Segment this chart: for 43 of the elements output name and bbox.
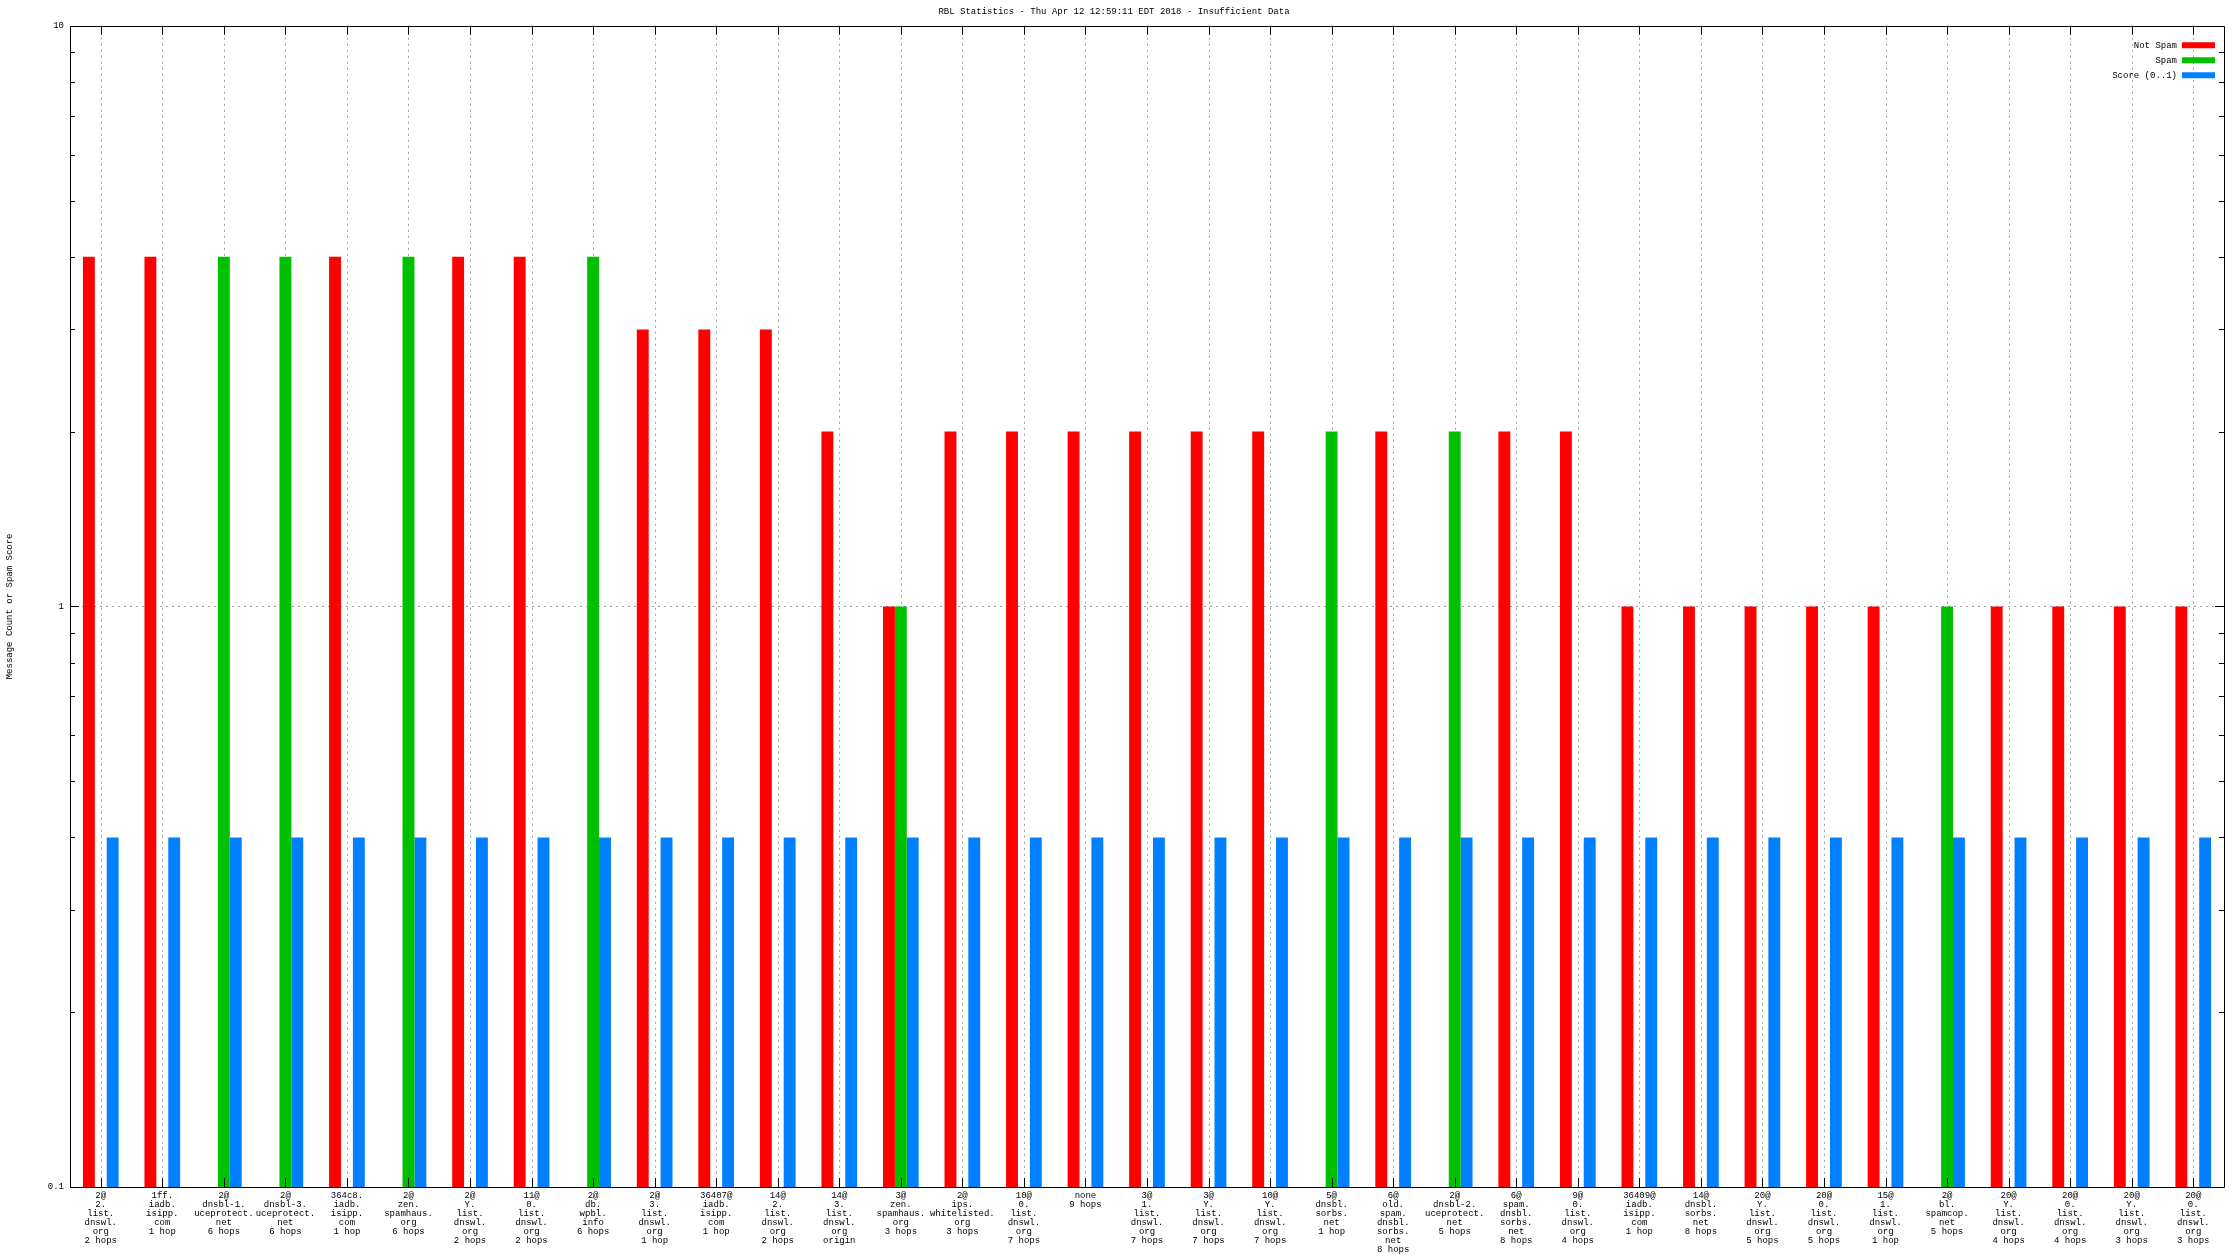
y-tick-label: 1 bbox=[58, 601, 64, 612]
x-tick-label: 3@ Y. list. dnswl. org 7 hops bbox=[1192, 1190, 1225, 1246]
x-tick-label: 9@ 0. list. dnswl. org 4 hops bbox=[1561, 1190, 1594, 1246]
chart-title: RBL Statistics - Thu Apr 12 12:59:11 EDT 2018 - Insufficient Data bbox=[938, 6, 1291, 17]
x-tick-label: 10@ 0. list. dnswl. org 7 hops bbox=[1007, 1190, 1041, 1246]
x-tick-label: 14@ 2. list. dnswl. org 2 hops bbox=[761, 1190, 794, 1246]
x-tick-label: 14@ dnsbl. sorbs. net 8 hops bbox=[1684, 1190, 1718, 1237]
x-tick-label: 2@ 3. list. dnswl. org 1 hop bbox=[638, 1190, 671, 1246]
legend-label: Spam bbox=[2155, 55, 2177, 66]
y-axis-title: Message Count or Spam Score bbox=[4, 533, 15, 680]
x-tick-label: 20@ Y. list. dnswl. org 4 hops bbox=[1992, 1190, 2025, 1246]
x-tick-label: 1ff. iadb. isipp. com 1 hop bbox=[146, 1190, 179, 1237]
x-tick-label: 2@ Y. list. dnswl. org 2 hops bbox=[453, 1190, 487, 1246]
x-tick-label: 3@ 1. list. dnswl. org 7 hops bbox=[1130, 1190, 1164, 1246]
legend-label: Not Spam bbox=[2133, 40, 2177, 51]
x-tick-label: 364c8. iadb. isipp. com 1 hop bbox=[330, 1190, 364, 1237]
x-tick-label: 2@ zen. spamhaus. org 6 hops bbox=[384, 1190, 433, 1237]
x-tick-label: none 9 hops bbox=[1069, 1190, 1102, 1210]
x-tick-label: 10@ Y. list. dnswl. org 7 hops bbox=[1253, 1190, 1287, 1246]
x-tick-label: 2@ dnsbl-3. uceprotect. net 6 hops bbox=[255, 1190, 316, 1237]
x-tick-label: 2@ 2. list. dnswl. org 2 hops bbox=[84, 1190, 117, 1246]
y-tick-label: 0.1 bbox=[47, 1182, 64, 1193]
x-tick-label: 2@ db. wpbl. info 6 hops bbox=[576, 1190, 610, 1237]
x-tick-label: 2@ bl. spamcop. net 5 hops bbox=[1925, 1190, 1969, 1237]
x-tick-label: 5@ dnsbl. sorbs. net 1 hop bbox=[1315, 1190, 1348, 1237]
x-tick-label: 20@ Y. list. dnswl. org 3 hops bbox=[2115, 1190, 2148, 1246]
x-tick-label: 2@ ips. whitelisted. org 3 hops bbox=[929, 1190, 995, 1237]
x-tick-label: 6@ old. spam. dnsbl. sorbs. net 8 hops bbox=[1376, 1190, 1410, 1255]
x-tick-label: 36409@ iadb. isipp. com 1 hop bbox=[1623, 1190, 1657, 1237]
y-tick-label: 10 bbox=[53, 21, 64, 32]
x-tick-label: 3@ zen. spamhaus. org 3 hops bbox=[876, 1190, 926, 1237]
x-tick-label: 2@ dnsbl-1. uceprotect. net 6 hops bbox=[194, 1190, 254, 1237]
x-tick-label: 20@ 0. list. dnswl. org 5 hops bbox=[1807, 1190, 1841, 1246]
x-tick-label: 15@ 1. list. dnswl. org 1 hop bbox=[1869, 1190, 1902, 1246]
x-tick-label: 6@ spam. dnsbl. sorbs. net 8 hops bbox=[1500, 1190, 1533, 1246]
x-tick-label: 20@ 0. list. dnswl. org 3 hops bbox=[2177, 1190, 2210, 1246]
x-tick-label: 2@ dnsbl-2. uceprotect. net 5 hops bbox=[1425, 1190, 1485, 1237]
x-tick-label: 36407@ iadb. isipp. com 1 hop bbox=[700, 1190, 733, 1237]
x-tick-label: 20@ 0. list. dnswl. org 4 hops bbox=[2053, 1190, 2087, 1246]
x-tick-label: 11@ 0. list. dnswl. org 2 hops bbox=[515, 1190, 548, 1246]
x-tick-label: 20@ Y. list. dnswl. org 5 hops bbox=[1746, 1190, 1779, 1246]
x-tick-label: 14@ 3. list. dnswl. org origin bbox=[823, 1190, 856, 1246]
legend-label: Score (0..1) bbox=[2112, 70, 2177, 81]
